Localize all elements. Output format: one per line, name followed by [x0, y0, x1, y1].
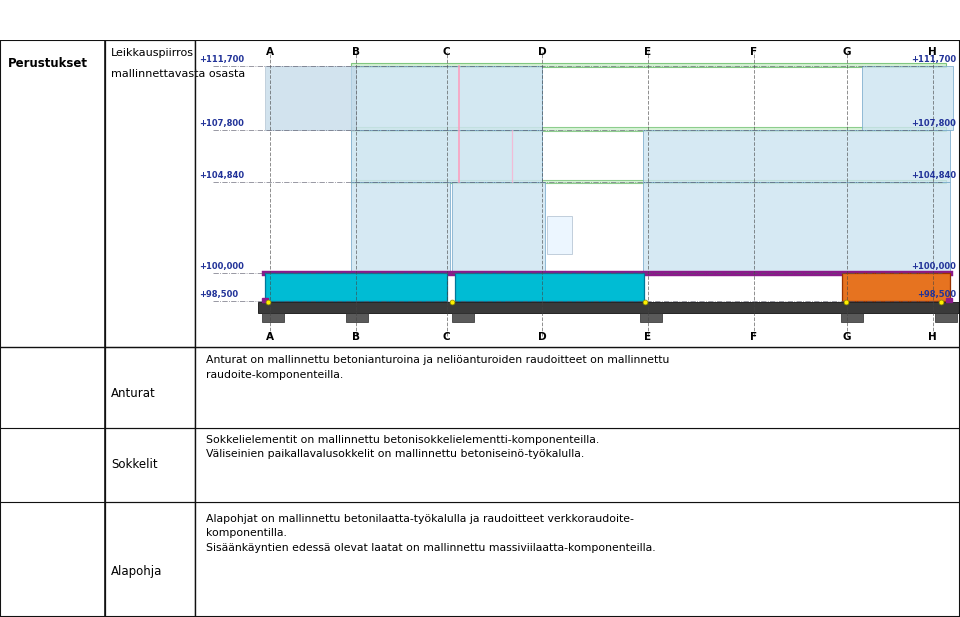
Text: Anturat on mallinnettu betonianturoina ja neliöanturoiden raudoitteet on mallinn: Anturat on mallinnettu betonianturoina j… [206, 355, 670, 380]
Text: Leikkauspiirros: Leikkauspiirros [111, 48, 194, 58]
Text: +107,800: +107,800 [199, 119, 244, 128]
Bar [346, 313, 368, 323]
Text: (Mallinnustyön dokumentointi, esimerkiksi lohkoittain): (Mallinnustyön dokumentointi, esimerkiks… [222, 12, 626, 28]
Bar [262, 298, 269, 302]
Bar [265, 273, 446, 300]
Text: mallinnettavasta osasta: mallinnettavasta osasta [111, 69, 245, 79]
Text: E: E [644, 46, 652, 57]
Bar [351, 66, 542, 130]
Text: Anturat: Anturat [111, 387, 156, 400]
Text: E: E [644, 332, 652, 342]
Text: D: D [538, 46, 546, 57]
Text: B: B [352, 46, 360, 57]
Text: +111,700: +111,700 [911, 55, 956, 64]
Text: +107,800: +107,800 [911, 119, 956, 128]
Bar [451, 182, 545, 273]
Text: Sokkelielementit on mallinnettu betonisokkelielementti-komponenteilla.
Väliseini: Sokkelielementit on mallinnettu betoniso… [206, 435, 600, 460]
Bar [262, 313, 284, 323]
Bar [946, 298, 952, 302]
Text: +98,500: +98,500 [199, 290, 238, 299]
Bar [643, 130, 950, 182]
Bar [351, 127, 946, 131]
Text: +111,700: +111,700 [199, 55, 244, 64]
Text: G: G [843, 332, 852, 342]
Text: A: A [266, 332, 275, 342]
Bar [351, 182, 449, 273]
Text: C: C [443, 332, 450, 342]
Bar [351, 62, 946, 67]
Bar [351, 130, 542, 182]
Text: +100,000: +100,000 [199, 262, 244, 271]
Text: +100,000: +100,000 [911, 262, 956, 271]
Bar [841, 313, 863, 323]
Text: F: F [750, 46, 757, 57]
Text: Alapohjat on mallinnettu betonilaatta-työkalulla ja raudoitteet verkkoraudoite-
: Alapohjat on mallinnettu betonilaatta-ty… [206, 514, 656, 552]
Bar [451, 313, 473, 323]
Text: A: A [266, 46, 275, 57]
Text: Alapohja: Alapohja [111, 565, 162, 578]
Text: +104,840: +104,840 [199, 172, 244, 180]
Text: Sokkelit: Sokkelit [111, 458, 157, 471]
Text: D: D [538, 332, 546, 342]
Bar [935, 313, 957, 323]
Bar [643, 182, 950, 273]
Text: Mallinnusraportti: Mallinnusraportti [10, 8, 241, 32]
Text: C: C [443, 46, 450, 57]
Bar [262, 270, 953, 276]
Bar [862, 66, 953, 130]
Bar [258, 302, 960, 313]
Text: +104,840: +104,840 [911, 172, 956, 180]
Text: +98,500: +98,500 [917, 290, 956, 299]
Text: G: G [843, 46, 852, 57]
Text: H: H [928, 332, 937, 342]
Bar [842, 273, 950, 300]
Bar [351, 180, 946, 183]
Text: B: B [352, 332, 360, 342]
Bar [547, 215, 572, 254]
Text: H: H [928, 46, 937, 57]
Bar [455, 273, 644, 300]
Bar [265, 66, 356, 130]
Bar [640, 313, 662, 323]
Text: F: F [750, 332, 757, 342]
Text: Perustukset: Perustukset [9, 57, 88, 70]
